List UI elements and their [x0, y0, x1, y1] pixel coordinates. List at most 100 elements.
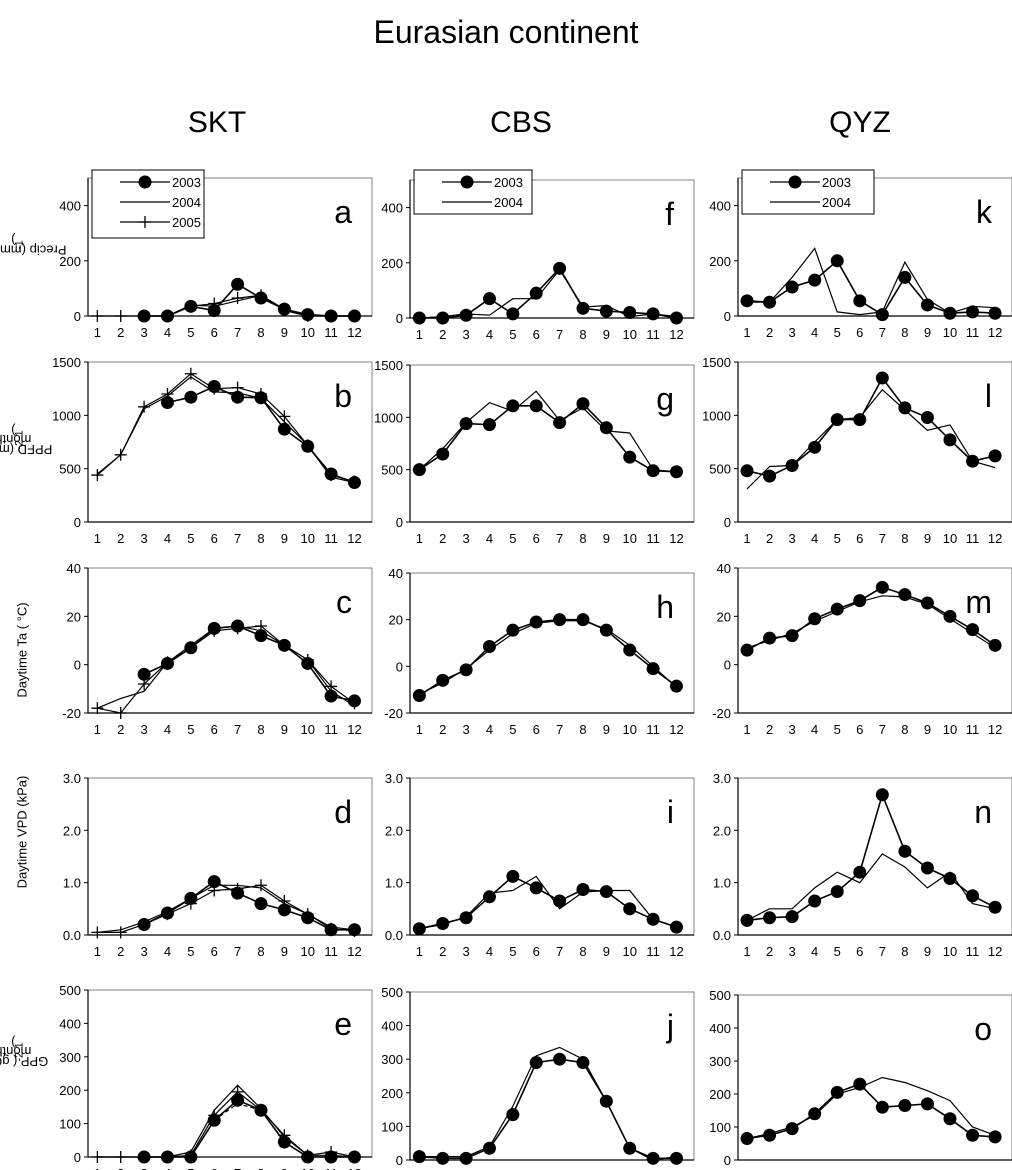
panel-f-series-0-point	[576, 301, 590, 315]
panel-i-xtick-label: 3	[462, 944, 469, 959]
panel-d-series-2-point	[278, 894, 291, 907]
panel-n-xtick-label: 11	[966, 944, 980, 959]
panel-c-series-2-point	[254, 620, 267, 632]
panel-m-xtick-label: 9	[924, 722, 931, 737]
panel-f-xtick-label: 8	[579, 327, 586, 342]
panel-k-series-0-point	[808, 273, 822, 287]
panel-k-xtick-label: 3	[789, 325, 796, 340]
panel-m-series-0-point	[853, 594, 867, 608]
panel-g-xtick-label: 10	[622, 531, 636, 546]
panel-b-xtick-label: 2	[117, 531, 124, 546]
panel-f-xtick-label: 6	[533, 327, 540, 342]
panel-k-legend-label: 2004	[822, 195, 851, 210]
panel-a-xtick-label: 3	[140, 325, 147, 340]
panel-c-series-2-point	[161, 656, 174, 669]
panel-f-xtick-label: 9	[603, 327, 610, 342]
panel-i-series-0-point	[436, 916, 450, 930]
panel-e-series-0-point	[231, 1093, 245, 1107]
panel-g-letter: g	[656, 381, 674, 417]
panel-b-series-2-point	[161, 388, 174, 400]
panel-m-series-0-point	[763, 631, 777, 645]
panel-l-series-1-line	[746, 388, 996, 490]
panel-g-xtick-label: 6	[533, 531, 540, 546]
panel-m-series-0-line	[746, 586, 996, 651]
panel-g-xtick-label: 2	[439, 531, 446, 546]
panel-l-xtick-label: 12	[988, 531, 1002, 546]
panel-l-series-0-point	[943, 433, 957, 447]
panel-e-xtick-label: 11	[324, 1166, 338, 1170]
panel-c-series-2-point	[278, 639, 291, 652]
panel-i-series-0-point	[459, 911, 473, 925]
panel-f-series-0-point	[482, 292, 496, 306]
panel-j-letter: j	[666, 1008, 674, 1044]
panel-e-xtick-label: 10	[300, 1166, 314, 1170]
panel-c-series-2-point	[208, 624, 221, 637]
panel-g-ytick-label: 1500	[374, 358, 403, 373]
panel-g-xtick-label: 7	[556, 531, 563, 546]
panel-h-ytick-label: -20	[384, 706, 403, 721]
panel-h-series-0-point	[482, 640, 496, 653]
panel-g-series-0-point	[599, 421, 613, 435]
panel-h-ytick-label: 20	[389, 613, 403, 628]
panel-e-series-2-point	[301, 1149, 314, 1162]
panel-g-xtick-label: 9	[603, 531, 610, 546]
panel-g-xtick-label: 1	[416, 531, 423, 546]
panel-d-xtick-label: 2	[117, 944, 124, 959]
panel-a-xtick-label: 2	[117, 325, 124, 340]
panel-a-series-2-point	[348, 310, 361, 322]
panel-f-series-1-line	[419, 268, 677, 319]
panel-a-series-2-point	[114, 310, 127, 322]
panel-b-xtick-label: 3	[140, 531, 147, 546]
panel-a-ytick-label: 400	[59, 199, 81, 214]
panel-d-xtick-label: 3	[140, 944, 147, 959]
panel-h-xtick-label: 5	[509, 722, 516, 737]
panel-m-ytick-label: 40	[717, 561, 731, 576]
panel-f-legend	[413, 169, 533, 215]
panel-d-xtick-label: 5	[187, 944, 194, 959]
panel-k-series-1-line	[747, 247, 996, 316]
panel-e-series-3-line	[213, 1102, 262, 1121]
panel-c-series-2-point	[184, 641, 197, 654]
panel-h-series-0-point	[412, 689, 426, 702]
panel-m-series-0-point	[966, 623, 980, 637]
panel-e-xtick-label: 7	[234, 1166, 241, 1170]
panel-o-series-0-point	[920, 1097, 934, 1111]
panel-o-ytick-label: 0	[724, 1153, 731, 1168]
figure-title: Eurasian continent	[373, 14, 639, 50]
panel-c-ytick-label: 40	[67, 561, 81, 576]
panel-a-legend-label: 2004	[172, 195, 201, 210]
panel-c-xtick-label: 3	[140, 722, 147, 737]
panel-o-series-0-line	[746, 1083, 996, 1140]
panel-f-series-0-point	[436, 311, 450, 325]
panel-o-ytick-label: 100	[709, 1120, 731, 1135]
panel-f-legend-label: 2003	[494, 175, 523, 190]
panel-g-series-1-line	[418, 390, 677, 473]
panel-f-series-0-point	[459, 308, 473, 322]
panel-i-xtick-label: 1	[416, 944, 423, 959]
panel-d-xtick-label: 11	[324, 944, 338, 959]
panel-i-xtick-label: 6	[533, 944, 540, 959]
panel-n-series-0-point	[875, 788, 889, 802]
panel-a-xtick-label: 11	[324, 325, 338, 340]
panel-b-series-2-point	[301, 439, 314, 452]
panel-g-series-0-point	[482, 418, 496, 432]
panel-n-series-0-point	[988, 900, 1002, 914]
panel-f-legend-label: 2004	[494, 195, 523, 210]
panel-d-xtick-label: 1	[94, 944, 101, 959]
panel-f-xtick-label: 5	[509, 327, 516, 342]
panel-o-ytick-label: 500	[709, 988, 731, 1003]
panel-n-series-1-line	[746, 853, 996, 921]
panel-b-xtick-label: 8	[257, 531, 264, 546]
panel-d-xtick-label: 9	[281, 944, 288, 959]
panel-b-xtick-label: 11	[324, 531, 338, 546]
panel-i-xtick-label: 10	[622, 944, 636, 959]
panel-o-ytick-label: 400	[709, 1021, 731, 1036]
panel-h-ytick-label: 40	[389, 566, 403, 581]
panel-m-series-1-line	[746, 595, 996, 649]
panel-h-series-0-point	[576, 613, 590, 627]
panel-b-xtick-label: 7	[234, 531, 241, 546]
panel-i-xtick-label: 5	[509, 944, 516, 959]
panel-i-xtick-label: 4	[486, 944, 493, 959]
panel-e-xtick-label: 2	[117, 1166, 124, 1170]
